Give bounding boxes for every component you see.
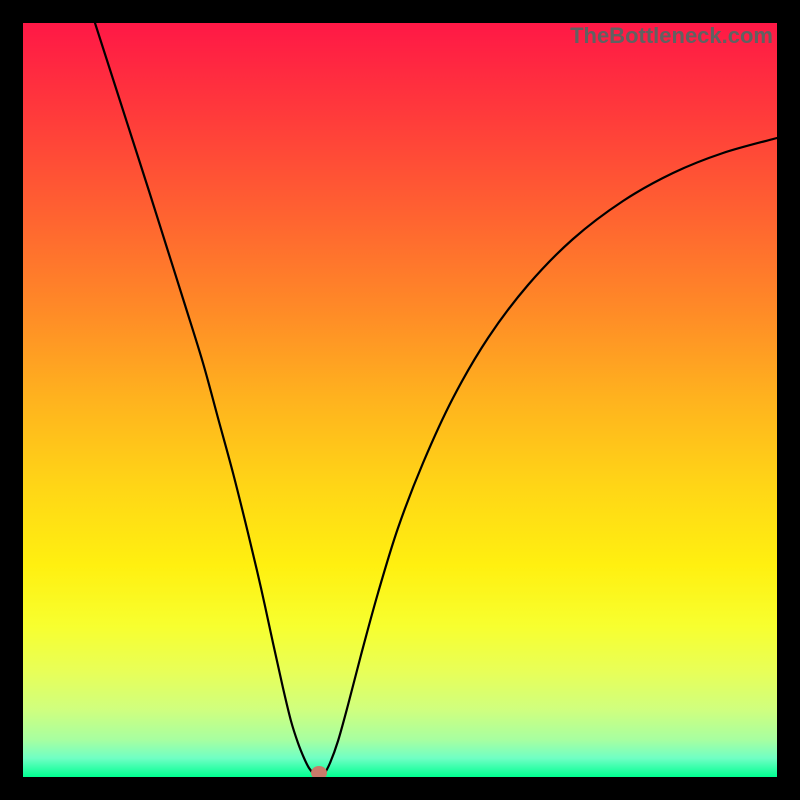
bottleneck-curve — [23, 23, 777, 777]
plot-area: TheBottleneck.com — [23, 23, 777, 777]
curve-line — [95, 23, 777, 777]
minimum-marker — [311, 766, 327, 777]
chart-frame: TheBottleneck.com — [0, 0, 800, 800]
